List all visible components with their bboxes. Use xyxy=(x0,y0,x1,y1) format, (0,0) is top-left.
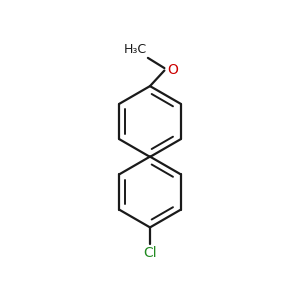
Text: Cl: Cl xyxy=(143,246,157,260)
Text: O: O xyxy=(167,64,178,77)
Text: H₃C: H₃C xyxy=(123,44,146,56)
